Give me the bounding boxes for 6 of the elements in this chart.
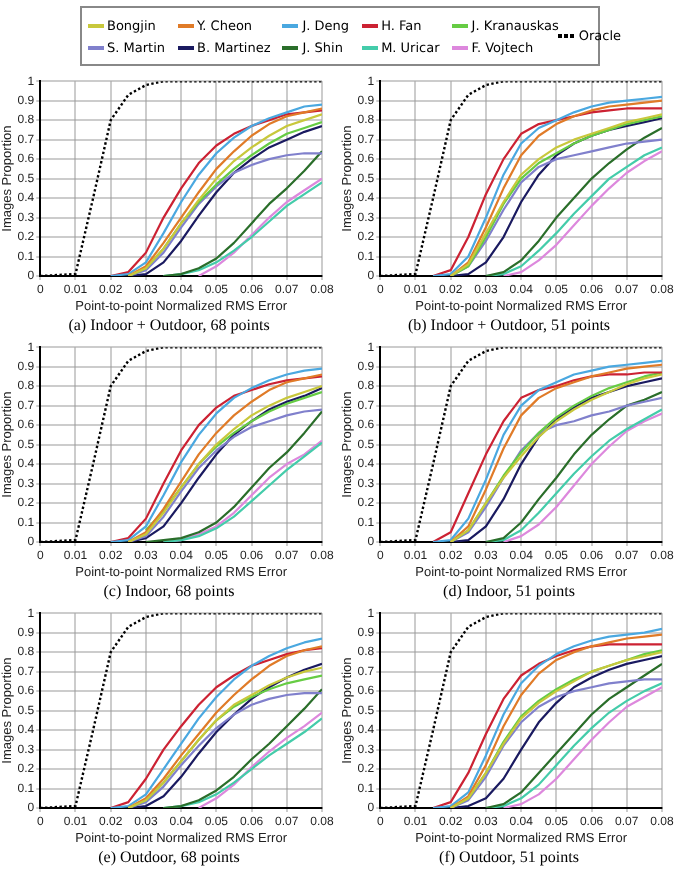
text: (c) Indoor, 68 points [101, 580, 237, 604]
text: (b) Indoor + Outdoor, 51 points [405, 314, 613, 338]
text: (e) Outdoor, 68 points [96, 846, 242, 870]
text: (a) Indoor + Outdoor, 68 points [66, 314, 272, 338]
text: (d) Indoor, 51 points [441, 580, 577, 604]
text: (f) Outdoor, 51 points [437, 846, 581, 870]
